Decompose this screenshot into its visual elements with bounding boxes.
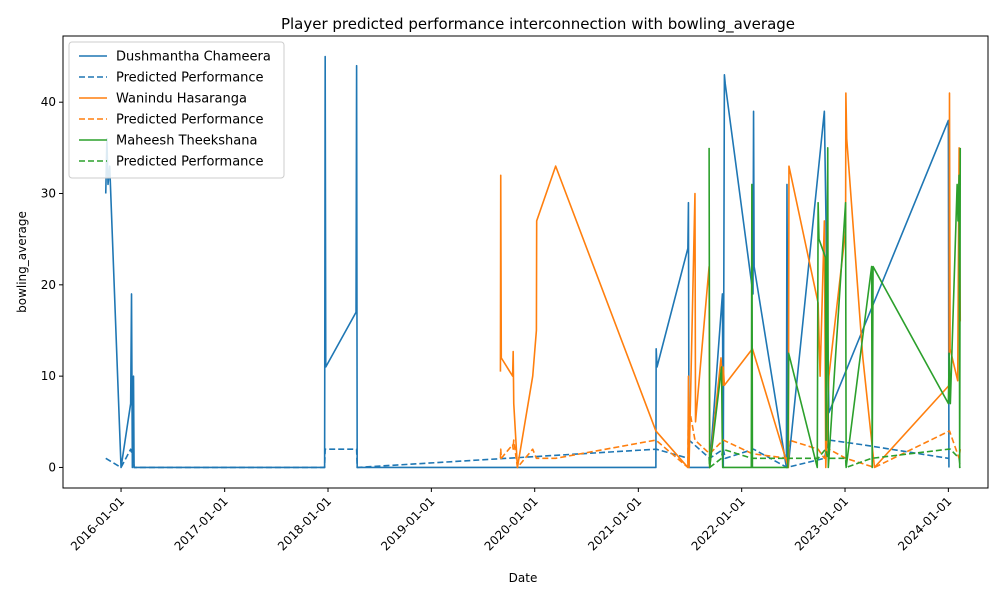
legend-label-5: Predicted Performance	[116, 155, 264, 170]
legend-box	[68, 41, 285, 179]
legend-label-1: Predicted Performance	[116, 71, 264, 86]
y-tick-label: 20	[41, 278, 56, 292]
y-tick-label: 40	[41, 95, 56, 109]
series-line-3	[499, 402, 962, 469]
y-tick-label: 0	[48, 460, 56, 474]
series-line-4	[708, 147, 962, 469]
legend-label-3: Predicted Performance	[116, 113, 264, 128]
y-tick-label: 30	[41, 187, 56, 201]
legend: Dushmantha Chameera Predicted Performance…	[68, 41, 285, 179]
y-axis-label: bowling_average	[15, 211, 29, 313]
series-line-2	[499, 92, 962, 469]
series-line-5	[708, 448, 962, 469]
axes-frame	[62, 35, 989, 489]
legend-label-2: Wanindu Hasaranga	[116, 92, 247, 107]
plot-area	[104, 55, 962, 469]
chart-title: Player predicted performance interconnec…	[281, 15, 795, 34]
legend-label-0: Dushmantha Chameera	[116, 50, 271, 65]
legend-label-4: Maheesh Theekshana	[116, 134, 257, 149]
x-axis-label: Date	[509, 571, 538, 585]
y-axis: 0 10 20 30 40	[41, 95, 63, 474]
y-tick-label: 10	[41, 369, 56, 383]
